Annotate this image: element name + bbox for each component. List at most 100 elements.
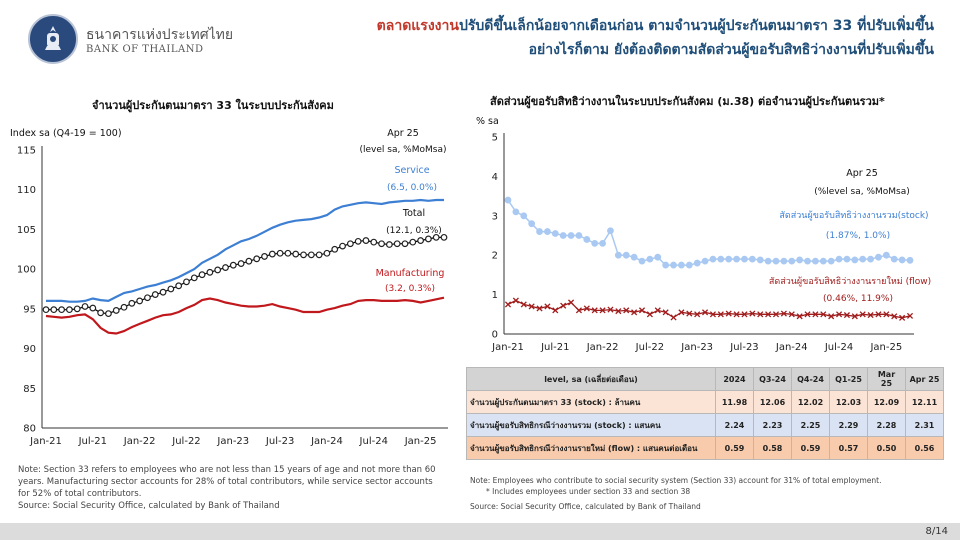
flow-point bbox=[686, 310, 693, 317]
y-tick-label: 3 bbox=[492, 211, 498, 222]
stock-point bbox=[843, 255, 851, 263]
bank-name-thai: ธนาคารแห่งประเทศไทย bbox=[86, 27, 234, 43]
total-point bbox=[66, 306, 73, 314]
table-cell: 12.11 bbox=[905, 390, 944, 414]
x-tick-label: Jan-22 bbox=[123, 436, 156, 447]
left-source: Source: Social Security Office, calculat… bbox=[18, 501, 280, 511]
total-point bbox=[393, 240, 401, 248]
total-point bbox=[253, 255, 261, 263]
table-cell: 2.29 bbox=[829, 413, 868, 437]
stock-point bbox=[622, 251, 630, 259]
bot-logo bbox=[28, 14, 78, 64]
flow-point bbox=[725, 310, 732, 317]
x-tick-label: Jul-24 bbox=[824, 342, 853, 353]
headline-highlight: ตลาดแรงงาน bbox=[376, 18, 459, 34]
flow-point bbox=[662, 309, 669, 316]
total-point bbox=[167, 285, 175, 293]
stock-point bbox=[567, 232, 575, 239]
total-point bbox=[292, 250, 300, 258]
total-point bbox=[261, 253, 268, 260]
right-notes: Note: Employees who contribute to social… bbox=[470, 475, 950, 512]
total-series-label: Total bbox=[402, 208, 425, 219]
stock-point bbox=[796, 256, 804, 264]
x-tick-label: Jul-21 bbox=[78, 436, 107, 447]
flow-point bbox=[504, 301, 512, 308]
flow-point bbox=[772, 311, 780, 318]
stock-point bbox=[599, 239, 606, 247]
x-tick-label: Jul-23 bbox=[265, 436, 294, 447]
flow-point bbox=[646, 311, 653, 318]
stock-point bbox=[780, 257, 788, 265]
bank-name-english: BANK OF THAILAND bbox=[86, 44, 204, 55]
stock-point bbox=[725, 255, 733, 263]
flow-line bbox=[507, 299, 911, 319]
table-cell: 0.57 bbox=[829, 436, 868, 460]
flow-point bbox=[528, 303, 535, 310]
stock-point bbox=[528, 220, 536, 228]
total-point bbox=[362, 237, 370, 244]
flow-point bbox=[875, 311, 882, 318]
total-point bbox=[128, 299, 136, 307]
total-point bbox=[440, 233, 448, 241]
right-annotation-header: Apr 25 bbox=[846, 168, 878, 179]
x-tick-label: Jan-22 bbox=[586, 342, 619, 353]
stock-series-label: สัดส่วนผู้ขอรับสิทธิว่างงานรวม(stock) bbox=[779, 210, 928, 221]
row-label: จำนวนผู้ขอรับสิทธิกรณีว่างงานรวม (stock)… bbox=[466, 413, 716, 437]
flow-point bbox=[828, 313, 835, 320]
flow-point bbox=[804, 311, 811, 318]
total-point bbox=[175, 282, 183, 290]
x-tick-label: Jan-21 bbox=[491, 342, 524, 353]
right-chart-title: สัดส่วนผู้ขอรับสิทธิว่างงานในระบบประกันส… bbox=[490, 95, 885, 108]
table-cell: 0.58 bbox=[753, 436, 792, 460]
stock-point bbox=[772, 257, 780, 265]
stock-point bbox=[748, 255, 756, 263]
total-point bbox=[183, 278, 190, 286]
total-point bbox=[354, 237, 362, 245]
flow-point bbox=[906, 312, 914, 319]
unemployment-claims-chart: % sa Apr 25 (%level sa, %MoMsa) สัดส่วนผ… bbox=[476, 116, 931, 353]
total-series-value: (12.1, 0.3%) bbox=[386, 226, 442, 236]
flow-point bbox=[560, 302, 567, 309]
y-tick-label: 0 bbox=[492, 330, 498, 341]
total-point bbox=[151, 291, 159, 298]
stock-point bbox=[693, 259, 701, 267]
total-point bbox=[50, 306, 58, 314]
headline-line2: อย่างไรก็ตาม ยังต้องติดตามสัดส่วนผู้ขอรั… bbox=[528, 42, 934, 58]
stock-point bbox=[536, 228, 543, 235]
stock-point bbox=[819, 257, 827, 265]
flow-point bbox=[717, 311, 724, 318]
left-note-line: years. Manufacturing sector accounts for… bbox=[18, 477, 433, 487]
stock-point bbox=[717, 255, 725, 263]
right-note-line: Note: Employees who contribute to social… bbox=[470, 476, 882, 485]
total-point bbox=[323, 249, 331, 257]
stock-point bbox=[835, 255, 843, 263]
flow-series-value: (0.46%, 11.9%) bbox=[823, 294, 893, 304]
stock-point bbox=[867, 255, 874, 263]
total-point bbox=[214, 266, 222, 274]
table-cell: 0.56 bbox=[905, 436, 944, 460]
flow-point bbox=[835, 311, 843, 318]
stock-point bbox=[859, 255, 867, 263]
flow-point bbox=[615, 308, 622, 315]
x-tick-label: Jul-22 bbox=[171, 436, 200, 447]
flow-point bbox=[607, 306, 614, 313]
stock-point bbox=[685, 261, 693, 269]
y-tick-label: 5 bbox=[492, 133, 498, 144]
total-point bbox=[105, 310, 112, 318]
flow-point bbox=[583, 305, 590, 312]
total-point bbox=[417, 237, 424, 244]
service-line bbox=[46, 198, 444, 303]
flow-point bbox=[733, 311, 740, 318]
flow-point bbox=[867, 312, 874, 319]
stock-point bbox=[756, 256, 764, 264]
stock-point bbox=[733, 255, 740, 263]
table-cell: 12.03 bbox=[829, 390, 868, 414]
stock-point bbox=[607, 227, 614, 235]
stock-point bbox=[662, 261, 670, 269]
total-point bbox=[144, 294, 151, 302]
total-point bbox=[284, 249, 292, 257]
stock-point bbox=[898, 256, 906, 264]
flow-point bbox=[883, 311, 890, 318]
stock-point bbox=[709, 255, 717, 263]
stock-point bbox=[520, 212, 528, 220]
